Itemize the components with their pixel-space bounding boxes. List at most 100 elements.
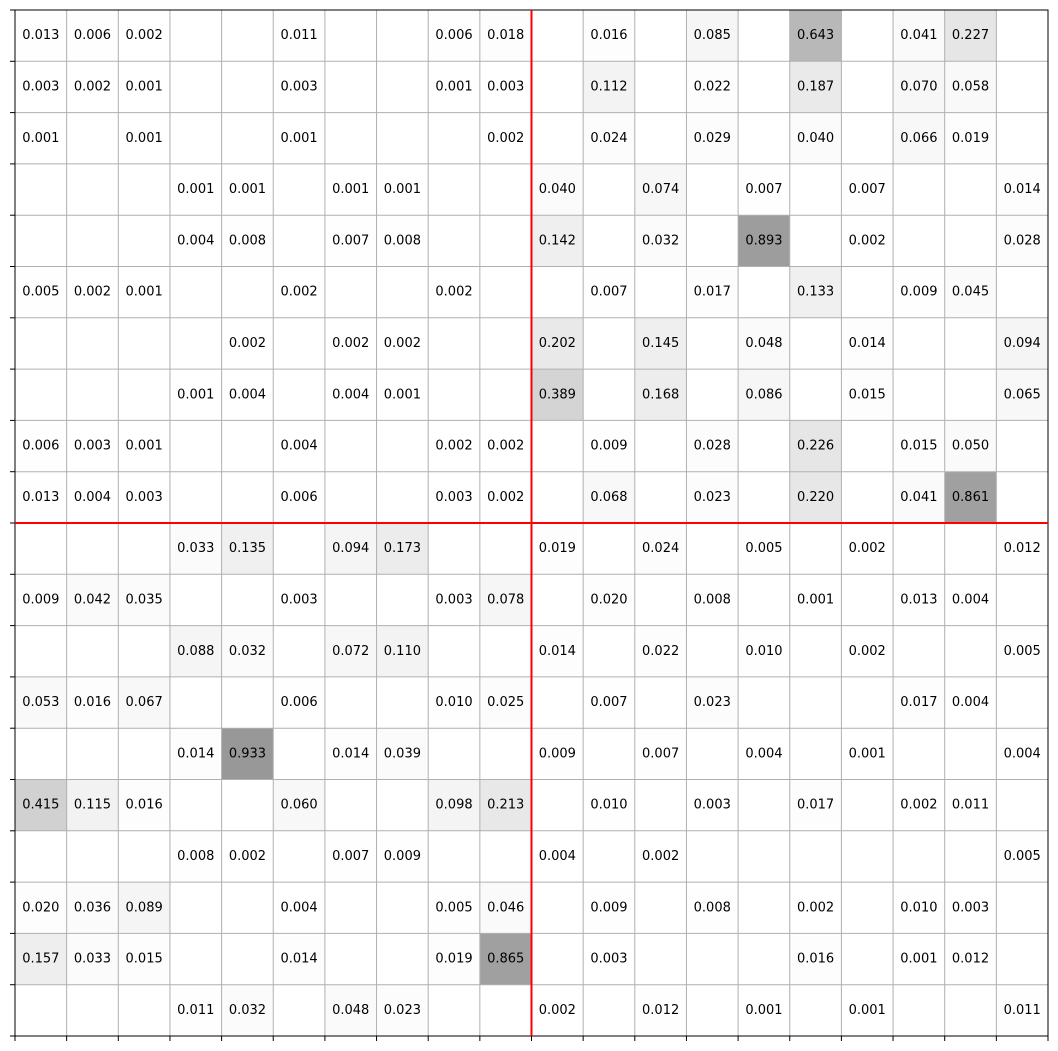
cell-value-label: 0.011 bbox=[952, 798, 989, 813]
heatmap-cell bbox=[531, 420, 584, 472]
cell-value-label: 0.001 bbox=[22, 131, 59, 146]
heatmap-cell bbox=[66, 779, 119, 831]
cell-value-label: 0.002 bbox=[280, 285, 317, 300]
heatmap-cell bbox=[273, 984, 325, 1036]
heatmap-cell bbox=[169, 984, 222, 1036]
heatmap-cell bbox=[428, 369, 480, 421]
heatmap-cell bbox=[66, 574, 119, 626]
heatmap-cell bbox=[583, 317, 635, 370]
heatmap-cell bbox=[996, 523, 1048, 575]
cell-value-label: 0.010 bbox=[745, 644, 782, 659]
heatmap-cell bbox=[376, 676, 429, 729]
heatmap-cell bbox=[789, 882, 842, 934]
heatmap-cell bbox=[221, 112, 274, 164]
heatmap-cell bbox=[531, 523, 584, 575]
heatmap-cell bbox=[634, 523, 687, 575]
cell-value-label: 0.110 bbox=[384, 644, 421, 659]
heatmap-cell bbox=[221, 10, 274, 62]
cell-value-label: 0.001 bbox=[126, 285, 163, 300]
heatmap-cell bbox=[169, 10, 222, 62]
heatmap-cell bbox=[376, 112, 429, 164]
heatmap-cell bbox=[944, 779, 997, 831]
cell-value-label: 0.016 bbox=[590, 28, 627, 43]
heatmap-cell bbox=[376, 728, 429, 780]
heatmap-cell bbox=[376, 830, 429, 883]
cell-value-label: 0.018 bbox=[487, 28, 524, 43]
heatmap-cell bbox=[583, 933, 635, 985]
heatmap-cell bbox=[996, 625, 1048, 677]
heatmap-cell bbox=[273, 779, 325, 831]
heatmap-cell bbox=[583, 984, 635, 1036]
heatmap-cell bbox=[583, 163, 635, 216]
cell-value-label: 0.003 bbox=[435, 490, 472, 505]
cell-value-label: 0.024 bbox=[590, 131, 627, 146]
heatmap-cell bbox=[479, 574, 532, 626]
cell-value-label: 0.004 bbox=[229, 387, 266, 402]
heatmap-cell bbox=[479, 61, 532, 113]
heatmap-cell bbox=[531, 728, 584, 780]
heatmap-cell bbox=[15, 676, 67, 729]
cell-value-label: 0.022 bbox=[694, 79, 731, 94]
cell-value-label: 0.004 bbox=[332, 387, 369, 402]
cell-value-label: 0.009 bbox=[590, 439, 627, 454]
cell-value-label: 0.002 bbox=[487, 439, 524, 454]
heatmap-cell bbox=[944, 574, 997, 626]
cell-value-label: 0.053 bbox=[22, 695, 59, 710]
cell-value-label: 0.086 bbox=[745, 387, 782, 402]
heatmap-cell bbox=[583, 882, 635, 934]
cell-value-label: 0.040 bbox=[539, 182, 576, 197]
cell-value-label: 0.008 bbox=[694, 900, 731, 915]
heatmap-cell bbox=[273, 574, 325, 626]
heatmap-cell bbox=[738, 830, 790, 883]
cell-value-label: 0.012 bbox=[952, 952, 989, 967]
heatmap-cell bbox=[479, 471, 532, 523]
cell-value-label: 0.002 bbox=[229, 849, 266, 864]
heatmap-cell bbox=[634, 984, 687, 1036]
cell-value-label: 0.033 bbox=[74, 952, 111, 967]
heatmap-cell bbox=[893, 420, 945, 472]
heatmap-cell bbox=[686, 984, 739, 1036]
cell-value-label: 0.001 bbox=[126, 439, 163, 454]
heatmap-cell bbox=[118, 317, 170, 370]
heatmap-cell bbox=[479, 779, 532, 831]
heatmap-cell bbox=[789, 574, 842, 626]
heatmap-cell bbox=[324, 779, 377, 831]
heatmap-cell bbox=[15, 369, 67, 421]
heatmap-cell bbox=[221, 984, 274, 1036]
heatmap-cell bbox=[738, 420, 790, 472]
heatmap-cell bbox=[118, 471, 170, 523]
cell-value-label: 0.002 bbox=[849, 541, 886, 556]
cell-value-label: 0.014 bbox=[849, 336, 886, 351]
heatmap-cell bbox=[376, 266, 429, 318]
cell-value-label: 0.009 bbox=[22, 592, 59, 607]
heatmap-cell bbox=[169, 266, 222, 318]
heatmap-cell bbox=[841, 266, 894, 318]
heatmap-cell bbox=[273, 420, 325, 472]
heatmap-cell bbox=[686, 625, 739, 677]
heatmap-cell bbox=[738, 10, 790, 62]
heatmap-cell bbox=[66, 369, 119, 421]
heatmap-cell bbox=[634, 369, 687, 421]
cell-value-label: 0.003 bbox=[22, 79, 59, 94]
heatmap-cell bbox=[944, 112, 997, 164]
heatmap-cell bbox=[479, 728, 532, 780]
heatmap-cell bbox=[169, 471, 222, 523]
cell-value-label: 0.009 bbox=[590, 900, 627, 915]
heatmap-cell bbox=[324, 10, 377, 62]
heatmap-cell bbox=[583, 830, 635, 883]
heatmap-cell bbox=[686, 830, 739, 883]
heatmap-cell bbox=[428, 625, 480, 677]
heatmap-cell bbox=[324, 471, 377, 523]
heatmap-cell bbox=[738, 933, 790, 985]
heatmap-cell bbox=[15, 266, 67, 318]
heatmap-cell bbox=[324, 112, 377, 164]
heatmap-cell bbox=[686, 266, 739, 318]
heatmap-cell bbox=[634, 933, 687, 985]
heatmap-cell bbox=[221, 61, 274, 113]
cell-value-label: 0.074 bbox=[642, 182, 679, 197]
cell-value-label: 0.202 bbox=[539, 336, 576, 351]
heatmap-cell bbox=[15, 420, 67, 472]
cell-value-label: 0.001 bbox=[384, 182, 421, 197]
cell-value-label: 0.861 bbox=[952, 490, 989, 505]
heatmap-cell bbox=[531, 61, 584, 113]
